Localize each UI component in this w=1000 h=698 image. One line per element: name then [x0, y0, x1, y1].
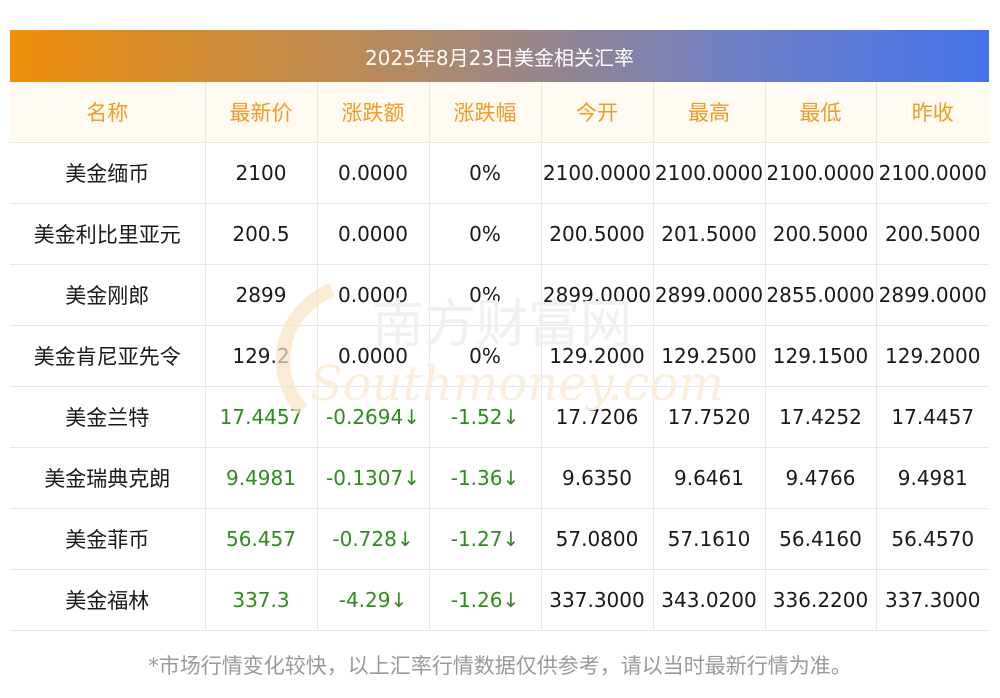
cell-low: 17.4252	[765, 386, 877, 448]
cell-name: 美金福林	[10, 569, 206, 631]
table-title: 2025年8月23日美金相关汇率	[10, 30, 989, 82]
cell-high: 9.6461	[653, 447, 766, 509]
table-row: 美金菲币 56.457 -0.728↓ -1.27↓ 57.0800 57.1610 56.…	[10, 508, 989, 570]
table-header-row: 名称 最新价 涨跌额 涨跌幅 今开 最高 最低 昨收	[10, 82, 989, 143]
cell-change-pct: 0%	[429, 325, 542, 387]
cell-change: -4.29↓	[317, 569, 430, 631]
cell-name: 美金缅币	[10, 142, 206, 204]
cell-name: 美金利比里亚元	[10, 203, 206, 265]
cell-low: 9.4766	[765, 447, 877, 509]
rate-table-panel: 2025年8月23日美金相关汇率 名称 最新价 涨跌额 涨跌幅 今开 最高 最低…	[10, 30, 989, 631]
cell-low: 129.1500	[765, 325, 877, 387]
cell-open: 337.3000	[541, 569, 654, 631]
table-row: 美金肯尼亚先令 129.2 0.0000 0% 129.2000 129.2500 129.…	[10, 325, 989, 387]
cell-high: 2899.0000	[653, 264, 766, 326]
cell-high: 17.7520	[653, 386, 766, 448]
disclaimer-footnote: *市场行情变化较快，以上汇率行情数据仅供参考，请以当时最新行情为准。	[148, 654, 852, 678]
cell-change-pct: -1.52↓	[429, 386, 542, 448]
cell-change-pct: -1.27↓	[429, 508, 542, 570]
cell-open: 129.2000	[541, 325, 654, 387]
cell-change: 0.0000	[317, 264, 430, 326]
header-prev-close: 昨收	[876, 82, 989, 143]
cell-low: 200.5000	[765, 203, 877, 265]
cell-change: 0.0000	[317, 142, 430, 204]
cell-latest: 337.3	[205, 569, 318, 631]
cell-prev-close: 9.4981	[876, 447, 989, 509]
header-change-pct: 涨跌幅	[429, 82, 542, 143]
table-row: 美金兰特 17.4457 -0.2694↓ -1.52↓ 17.7206 17.7520 1…	[10, 386, 989, 448]
cell-change-pct: -1.36↓	[429, 447, 542, 509]
cell-high: 2100.0000	[653, 142, 766, 204]
exchange-rate-table: 名称 最新价 涨跌额 涨跌幅 今开 最高 最低 昨收 美金缅币 2100 0.000…	[10, 82, 989, 631]
cell-open: 200.5000	[541, 203, 654, 265]
cell-low: 2855.0000	[765, 264, 877, 326]
cell-latest: 129.2	[205, 325, 318, 387]
header-name: 名称	[10, 82, 206, 143]
header-high: 最高	[653, 82, 766, 143]
table-row: 美金福林 337.3 -4.29↓ -1.26↓ 337.3000 343.0200 336…	[10, 569, 989, 631]
cell-change-pct: 0%	[429, 142, 542, 204]
cell-change: 0.0000	[317, 325, 430, 387]
table-row: 美金刚郎 2899 0.0000 0% 2899.0000 2899.0000 2855.0…	[10, 264, 989, 326]
cell-name: 美金肯尼亚先令	[10, 325, 206, 387]
cell-change-pct: 0%	[429, 264, 542, 326]
header-change: 涨跌额	[317, 82, 430, 143]
cell-prev-close: 56.4570	[876, 508, 989, 570]
cell-prev-close: 337.3000	[876, 569, 989, 631]
cell-prev-close: 2899.0000	[876, 264, 989, 326]
table-row: 美金瑞典克朗 9.4981 -0.1307↓ -1.36↓ 9.6350 9.6461 9.…	[10, 447, 989, 509]
cell-high: 201.5000	[653, 203, 766, 265]
cell-open: 57.0800	[541, 508, 654, 570]
cell-low: 56.4160	[765, 508, 877, 570]
cell-high: 343.0200	[653, 569, 766, 631]
header-open: 今开	[541, 82, 654, 143]
cell-change: -0.728↓	[317, 508, 430, 570]
cell-prev-close: 2100.0000	[876, 142, 989, 204]
cell-latest: 2899	[205, 264, 318, 326]
cell-change: -0.2694↓	[317, 386, 430, 448]
cell-change: -0.1307↓	[317, 447, 430, 509]
table-row: 美金缅币 2100 0.0000 0% 2100.0000 2100.0000 2100.0…	[10, 142, 989, 204]
table-row: 美金利比里亚元 200.5 0.0000 0% 200.5000 201.5000 200.…	[10, 203, 989, 265]
cell-latest: 56.457	[205, 508, 318, 570]
cell-latest: 9.4981	[205, 447, 318, 509]
cell-name: 美金菲币	[10, 508, 206, 570]
cell-latest: 2100	[205, 142, 318, 204]
header-latest: 最新价	[205, 82, 318, 143]
cell-prev-close: 129.2000	[876, 325, 989, 387]
cell-high: 57.1610	[653, 508, 766, 570]
cell-change-pct: -1.26↓	[429, 569, 542, 631]
cell-change: 0.0000	[317, 203, 430, 265]
cell-name: 美金瑞典克朗	[10, 447, 206, 509]
cell-latest: 200.5	[205, 203, 318, 265]
cell-high: 129.2500	[653, 325, 766, 387]
header-low: 最低	[765, 82, 877, 143]
cell-open: 9.6350	[541, 447, 654, 509]
cell-low: 336.2200	[765, 569, 877, 631]
cell-change-pct: 0%	[429, 203, 542, 265]
cell-low: 2100.0000	[765, 142, 877, 204]
cell-name: 美金兰特	[10, 386, 206, 448]
cell-prev-close: 17.4457	[876, 386, 989, 448]
cell-name: 美金刚郎	[10, 264, 206, 326]
cell-latest: 17.4457	[205, 386, 318, 448]
cell-prev-close: 200.5000	[876, 203, 989, 265]
cell-open: 2100.0000	[541, 142, 654, 204]
cell-open: 2899.0000	[541, 264, 654, 326]
cell-open: 17.7206	[541, 386, 654, 448]
